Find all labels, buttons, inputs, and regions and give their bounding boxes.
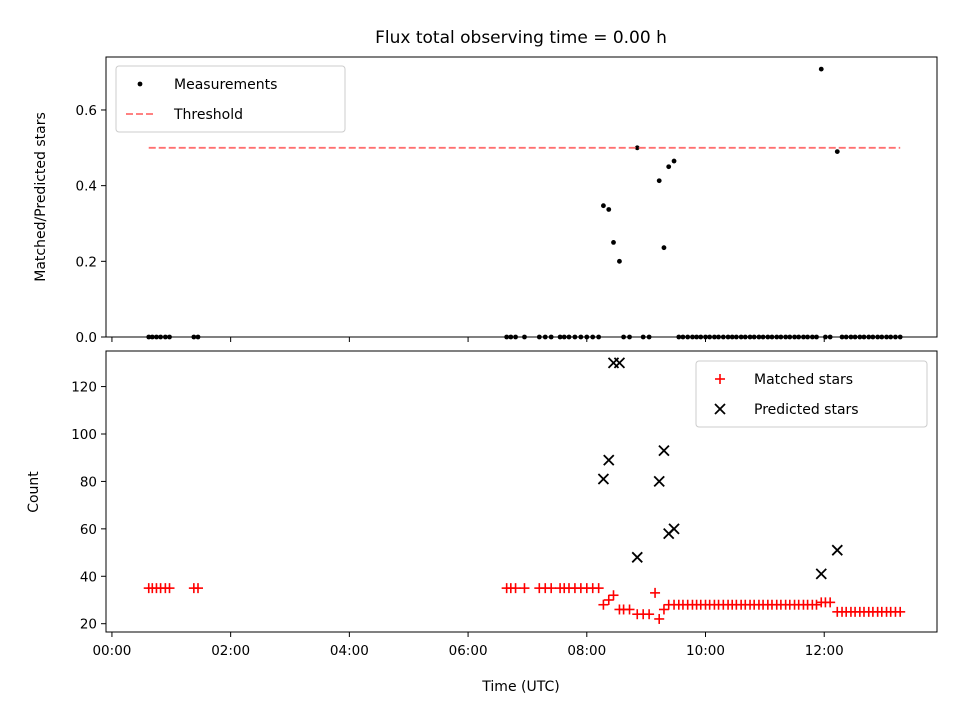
bottom-panel: 20 40 60 80 100 120 00:00 02:00 04:00 06:00 08:00 1… (26, 350, 938, 695)
top-data-point (661, 245, 667, 251)
bottom-data-point (658, 604, 669, 615)
x-tick-label: 10:00 (686, 643, 725, 659)
bottom-data-point (608, 590, 619, 601)
top-data-point (671, 158, 677, 164)
top-plot-area: 0.0 0.2 0.4 0.6 Measurements Threshold (76, 56, 938, 346)
top-legend-label: Measurements (174, 77, 277, 93)
bottom-data-point (895, 606, 906, 617)
x-tick-label: 00:00 (92, 643, 131, 659)
top-legend-box (115, 65, 346, 133)
top-legend-swatch (137, 81, 143, 87)
bottom-data-point (613, 357, 626, 369)
top-axes-frame (105, 56, 938, 338)
bottom-y-axis-label: Count (26, 471, 42, 513)
bottom-legend: Matched stars Predicted stars (695, 360, 928, 428)
chart-title: Flux total observing time = 0.00 h (375, 28, 667, 48)
top-legend-item: Measurements (137, 77, 277, 93)
bottom-legend-swatch (714, 403, 726, 415)
bottom-data-point (654, 613, 665, 624)
top-data-point (634, 145, 640, 151)
x-tick-label: 12:00 (805, 643, 844, 659)
top-data-point (818, 66, 824, 72)
x-tick-label: 06:00 (449, 643, 488, 659)
top-y-axis-label: Matched/Predicted stars (33, 112, 49, 282)
top-y-tick-label: 0.2 (76, 254, 97, 270)
bottom-y-tick-label: 80 (80, 474, 97, 490)
top-y-tick-label: 0.4 (76, 179, 97, 195)
x-tick-label: 02:00 (211, 643, 250, 659)
bottom-data-point (815, 568, 827, 580)
x-axis-label: Time (UTC) (481, 679, 559, 695)
top-data-point (611, 240, 616, 245)
top-data-point (834, 149, 840, 154)
bottom-data-point (631, 551, 643, 563)
bottom-data-point (624, 604, 635, 615)
bottom-data-point (653, 475, 665, 488)
top-data-point (606, 207, 612, 212)
bottom-data-point (598, 599, 609, 610)
bottom-data-point (825, 597, 836, 608)
bottom-y-tick-label: 120 (71, 380, 97, 396)
top-panel: 0.0 0.2 0.4 0.6 Measurements Threshold Matche… (33, 56, 938, 346)
bottom-data-point (650, 587, 661, 598)
top-data-point (617, 258, 622, 264)
bottom-data-point (603, 594, 614, 605)
x-tick-label: 08:00 (567, 643, 606, 659)
bottom-legend-item: Matched stars (715, 372, 853, 388)
bottom-legend-box (695, 360, 928, 428)
bottom-y-tick-label: 100 (71, 427, 97, 443)
bottom-data-point (546, 583, 557, 594)
bottom-data-point (593, 583, 604, 594)
top-data-point (601, 203, 606, 209)
bottom-data-point (644, 609, 655, 620)
bottom-y-tick-label: 40 (80, 569, 97, 585)
top-y-tick-label: 0.0 (76, 330, 97, 346)
bottom-data-point (658, 444, 670, 457)
bottom-series-matched-stars (143, 583, 906, 624)
bottom-data-point (811, 599, 822, 610)
top-legend-item: Threshold (126, 107, 243, 123)
bottom-data-point (519, 583, 530, 594)
bottom-data-point (603, 454, 615, 466)
bottom-y-tick-label: 60 (80, 522, 97, 538)
bottom-data-point (510, 583, 521, 594)
bottom-plot-area: 20 40 60 80 100 120 00:00 02:00 04:00 06:00 08:00 1… (71, 350, 938, 659)
top-legend-label: Threshold (173, 107, 243, 123)
bottom-data-point (831, 544, 843, 556)
bottom-legend-label: Predicted stars (754, 402, 859, 418)
top-y-tick-label: 0.6 (76, 103, 97, 119)
bottom-data-point (164, 583, 175, 594)
top-data-point (666, 164, 672, 170)
bottom-legend-label: Matched stars (754, 372, 853, 388)
bottom-series-predicted-stars (597, 357, 843, 580)
bottom-y-tick-label: 20 (80, 617, 97, 633)
x-tick-label: 04:00 (330, 643, 369, 659)
top-data-point (656, 178, 662, 184)
top-legend: Measurements Threshold (115, 65, 346, 133)
bottom-legend-swatch (715, 374, 725, 384)
bottom-data-point (668, 523, 680, 535)
bottom-legend-item: Predicted stars (714, 402, 859, 418)
bottom-data-point (597, 473, 610, 485)
bottom-axes-frame (105, 350, 938, 633)
bottom-data-point (193, 583, 204, 594)
